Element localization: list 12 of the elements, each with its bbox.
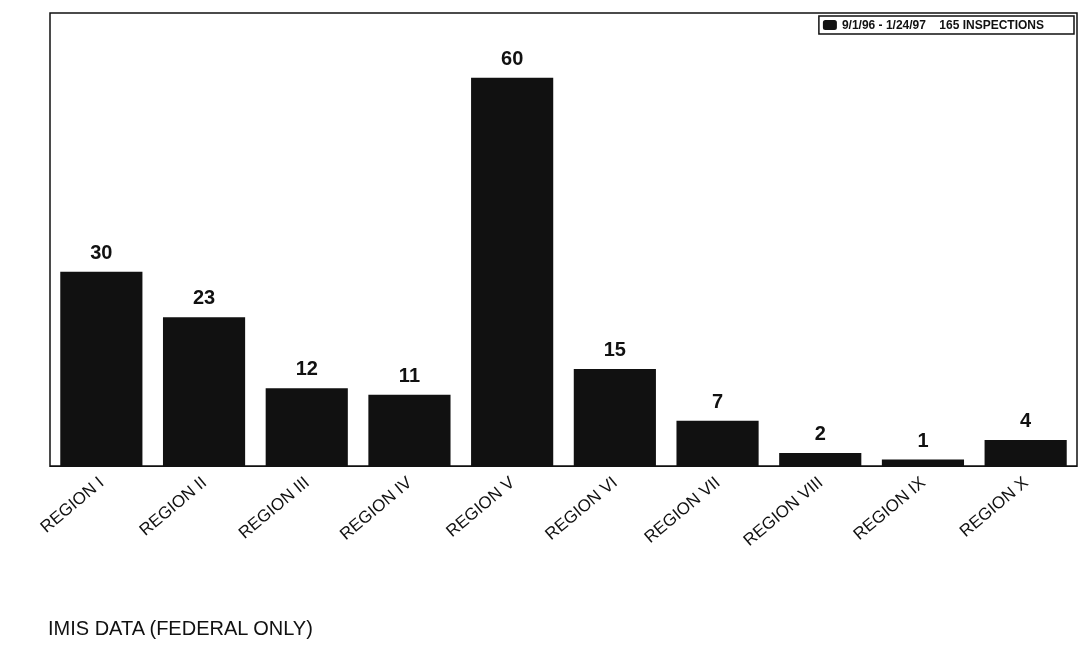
data-label: 1 — [917, 428, 929, 451]
data-label: 15 — [603, 337, 626, 360]
data-label: 2 — [814, 422, 826, 445]
data-label: 7 — [711, 389, 724, 412]
legend-label: 9/1/96 - 1/24/97 165 INSPECTIONS — [841, 18, 1045, 32]
data-label: 30 — [90, 240, 113, 263]
data-label: 12 — [295, 357, 318, 380]
text: IMIS DATA (FEDERAL ONLY) — [48, 617, 313, 639]
data-label: 11 — [398, 363, 421, 386]
data-label: 4 — [1020, 409, 1033, 432]
data-label: 23 — [192, 286, 216, 309]
data-label: 60 — [501, 46, 524, 69]
